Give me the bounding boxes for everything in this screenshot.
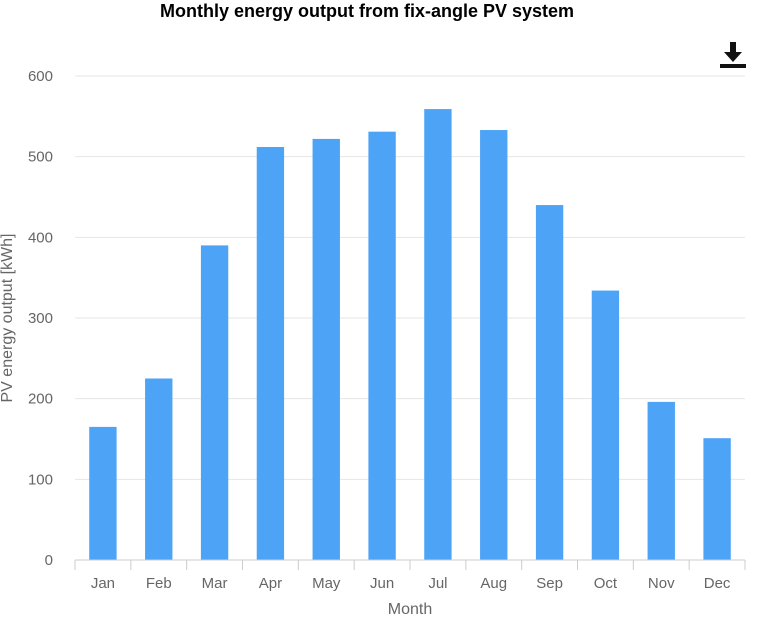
x-tick-label: Sep — [536, 575, 563, 592]
x-tick-label: Mar — [202, 575, 228, 592]
y-tick-label: 100 — [28, 471, 53, 488]
bar-mar[interactable] — [200, 245, 229, 560]
bar-apr[interactable] — [256, 146, 285, 560]
y-axis-ticks: 0 100 200 300 400 500 600 — [28, 68, 53, 569]
bar-aug[interactable] — [480, 130, 508, 560]
y-tick-label: 0 — [45, 552, 53, 569]
x-axis-ticks: Jan Feb Mar Apr May Jun Jul Aug Sep Oct Nov Dec — [91, 575, 731, 592]
bar-may[interactable] — [312, 138, 340, 561]
x-tick-label: Feb — [146, 575, 172, 592]
y-tick-label: 200 — [28, 391, 53, 408]
x-tick-label: Dec — [704, 575, 731, 592]
bar-oct[interactable] — [591, 290, 620, 560]
grid-lines — [75, 75, 745, 480]
bar-jul[interactable] — [424, 109, 452, 560]
y-tick-label: 300 — [28, 310, 53, 327]
x-tick-label: Jul — [428, 575, 447, 592]
bar-jan[interactable] — [89, 426, 117, 560]
y-tick-label: 400 — [28, 229, 53, 246]
x-axis — [74, 559, 746, 570]
x-tick-label: Jan — [91, 575, 115, 592]
x-axis-label: Month — [388, 601, 432, 618]
x-tick-label: Jun — [370, 575, 394, 592]
x-tick-label: May — [312, 575, 341, 592]
chart-title: Monthly energy output from fix-angle PV … — [159, 1, 575, 21]
bar-nov[interactable] — [647, 401, 675, 560]
download-button[interactable] — [716, 40, 750, 72]
y-tick-label: 600 — [28, 68, 53, 85]
x-tick-label: Aug — [480, 575, 507, 592]
bar-sep[interactable] — [535, 205, 564, 561]
y-tick-label: 500 — [28, 149, 53, 166]
download-icon — [720, 42, 746, 68]
bar-series — [89, 109, 731, 561]
x-tick-label: Nov — [648, 575, 675, 592]
x-tick-label: Apr — [259, 575, 282, 592]
bar-jun[interactable] — [368, 131, 396, 560]
bar-dec[interactable] — [703, 438, 731, 560]
y-axis-label: PV energy output [kWh] — [0, 234, 16, 403]
x-tick-label: Oct — [594, 575, 618, 592]
bar-feb[interactable] — [145, 378, 173, 561]
